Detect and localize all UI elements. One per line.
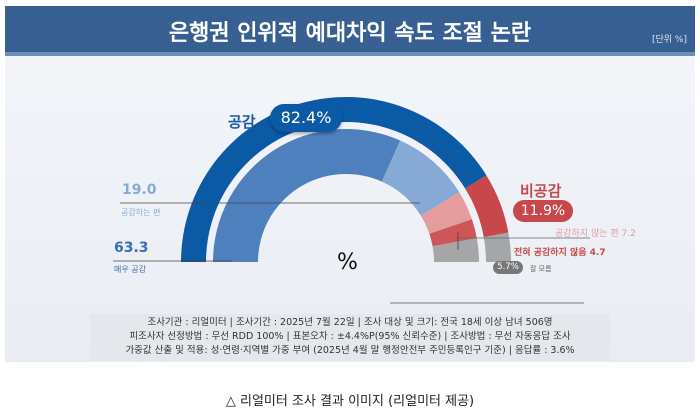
unit-label: [단위 %] [652, 35, 687, 45]
strongly-agree-label: 매우 공감 [114, 265, 146, 274]
strongly-disagree-label: 전혀 공감하지 않음 4.7 [514, 248, 606, 258]
survey-notes: 조사기관 : 리얼미터 | 조사기간 : 2025년 7월 22일 | 조사 대… [90, 314, 610, 361]
dont-know-label: 잘 모름 [530, 265, 552, 273]
disagree-label: 비공감 [520, 182, 562, 200]
image-caption: △ 리얼미터 조사 결과 이미지 (리얼미터 제공) [225, 394, 475, 409]
somewhat-disagree-label: 공감하지 않는 편 7.2 [555, 229, 636, 239]
note-line: 조사기관 : 리얼미터 | 조사기간 : 2025년 7월 22일 | 조사 대… [147, 317, 553, 328]
agree-label: 공감 [228, 113, 256, 131]
somewhat-agree-label: 공감하는 편 [121, 208, 161, 217]
outer-segment [181, 96, 487, 263]
dont-know-badge: 5.7% [493, 261, 523, 274]
inner-segment [420, 192, 472, 234]
inner-segment [381, 140, 460, 216]
inner-segment [429, 219, 477, 247]
center-unit: % [337, 250, 358, 275]
page-title: 은행권 인위적 예대차익 속도 조절 논란 [168, 21, 532, 46]
somewhat-agree-value: 19.0 [122, 182, 157, 198]
outer-segment [465, 175, 509, 238]
header-bar: 은행권 인위적 예대차익 속도 조절 논란 [단위 %] [5, 6, 695, 56]
strongly-agree-value: 63.3 [114, 240, 149, 256]
note-line: 가중값 산출 및 적용: 성·연령·지역별 가중 부여 (2025년 4월 말 … [125, 345, 575, 356]
note-line: 피조사자 선정방법 : 무선 RDD 100% | 표본오차 : ±4.4%P(… [129, 331, 571, 342]
inner-segment [213, 129, 401, 262]
inner-segment [432, 238, 479, 262]
outer-segment [483, 232, 511, 262]
agree-badge: 82.4% [270, 104, 342, 132]
disagree-badge: 11.9% [513, 200, 573, 222]
